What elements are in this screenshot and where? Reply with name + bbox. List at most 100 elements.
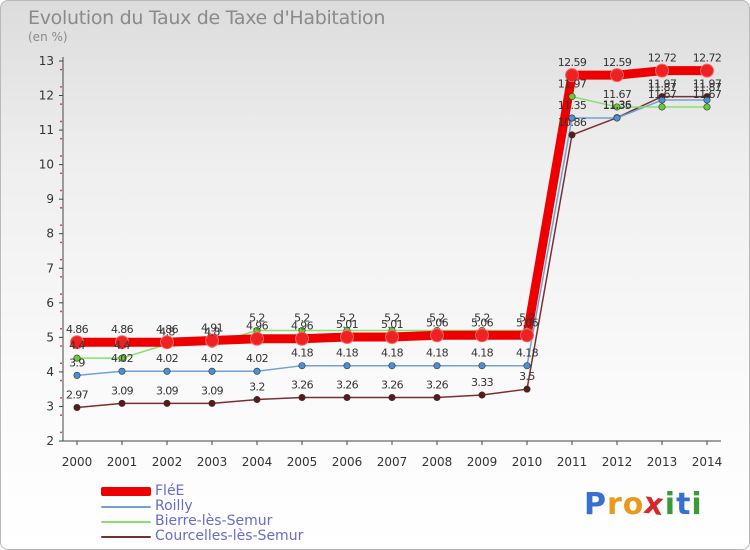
y-minor-dot [60,86,62,88]
x-tick-label: 2009 [467,455,498,469]
data-label-flee: 5.06 [516,316,539,329]
data-point-courcelles [433,393,441,401]
data-label-courcelles: 3.2 [249,381,265,394]
data-label-bierre: 5.2 [474,311,490,324]
data-label-roilly: 4.18 [471,347,494,360]
y-minor-dot [60,258,62,261]
y-minor-dot [60,137,62,140]
data-label-courcelles: 3.5 [519,370,535,383]
data-label-bierre: 5.2 [384,311,400,324]
legend-swatch-bierre [101,521,151,523]
data-label-courcelles: 11.97 [648,78,677,91]
data-label-bierre: 5.2 [519,311,535,324]
data-point-flee [700,63,714,78]
data-label-flee: 5.06 [426,316,449,329]
data-point-bierre [703,103,711,111]
data-label-roilly: 4.02 [201,352,223,365]
x-tick-label: 2007 [377,455,408,469]
logo-letter: i [664,487,677,522]
data-point-roilly [658,96,666,104]
x-tick-label: 2010 [512,455,543,469]
data-label-flee: 12.59 [603,56,632,69]
data-label-roilly: 4.18 [291,347,314,360]
unit-label: (en %) [28,30,68,44]
data-point-roilly [73,371,81,379]
data-label-bierre: 4.4 [69,339,85,352]
data-point-courcelles [388,393,396,401]
data-label-courcelles: 2.97 [66,388,89,401]
data-point-roilly [478,362,486,370]
x-tick-label: 2000 [62,455,93,469]
data-point-roilly [388,362,396,370]
x-tick-label: 2012 [602,455,633,469]
x-tick-label: 2002 [152,455,183,469]
x-tick-label: 2003 [197,455,228,469]
data-label-roilly: 4.02 [246,352,268,365]
data-label-courcelles: 3.26 [291,378,314,391]
y-tick-label: 8 [46,227,54,241]
data-point-courcelles [343,393,351,401]
data-label-bierre: 11.67 [603,88,632,101]
data-label-courcelles: 11.36 [603,99,632,112]
axes: 2 3 4 5 6 7 8 9 10 11 12 13 2000 2001 2002 2003 2004 2005… [39,54,723,469]
data-point-bierre [118,354,126,362]
x-tick-label: 2006 [332,455,363,469]
data-point-flee [340,330,354,345]
data-point-courcelles [298,393,306,401]
logo-letter: i [691,487,703,522]
data-point-roilly [568,114,576,122]
legend-swatch-roilly [101,506,151,508]
data-label-flee: 4.91 [201,321,223,334]
data-point-flee [430,328,444,343]
data-point-flee [250,331,264,346]
data-label-flee: 4.96 [291,320,314,333]
data-label-flee: 4.86 [156,323,179,336]
data-label-bierre: 5.2 [249,311,265,324]
data-label-flee: 4.86 [66,323,89,336]
legend-label-flee: FléE [155,483,185,499]
data-label-roilly: 3.9 [69,356,85,369]
data-point-courcelles [118,399,126,407]
y-minor-dot [60,379,62,382]
data-label-roilly: 4.18 [336,347,359,360]
data-label-courcelles: 3.09 [201,384,224,397]
logo-letter: P [584,487,607,522]
y-tick-label: 13 [39,54,54,68]
y-minor-dot [60,120,62,123]
y-minor-dot [60,103,62,106]
y-minor-dot [60,68,62,71]
data-label-roilly: 11.35 [603,99,632,112]
data-point-roilly [613,114,621,122]
y-minor-dot [60,189,62,192]
data-label-courcelles: 3.33 [471,376,494,389]
data-label-roilly: 11.35 [558,99,587,112]
y-minor-dot [60,276,62,278]
y-minor-dot [60,155,62,157]
data-point-courcelles [568,131,576,139]
y-minor-dot [60,172,62,175]
legend-swatch-flee [101,487,151,496]
legend-label-bierre: Bierre-lès-Semur [155,513,273,529]
data-point-roilly [253,367,261,375]
x-tick-label: 2001 [107,455,138,469]
data-point-roilly [703,96,711,104]
y-minor-dot [60,310,62,313]
data-point-roilly [343,362,351,370]
data-point-courcelles [73,403,81,411]
y-tick-label: 7 [46,261,54,275]
y-minor-dot [60,345,62,347]
data-label-courcelles: 11.97 [693,78,722,91]
data-label-flee: 5.01 [381,318,403,331]
data-label-bierre: 5.2 [429,311,445,324]
data-label-bierre: 11.97 [558,78,587,91]
data-label-bierre: 5.2 [294,311,310,324]
y-tick-label: 3 [46,399,54,413]
y-tick-label: 4 [46,365,54,379]
data-point-roilly [208,367,216,375]
y-tick-label: 2 [46,434,54,448]
y-minor-dot [60,327,62,330]
data-point-flee [520,328,534,343]
legend-label-courcelles: Courcelles-lès-Semur [155,528,304,544]
